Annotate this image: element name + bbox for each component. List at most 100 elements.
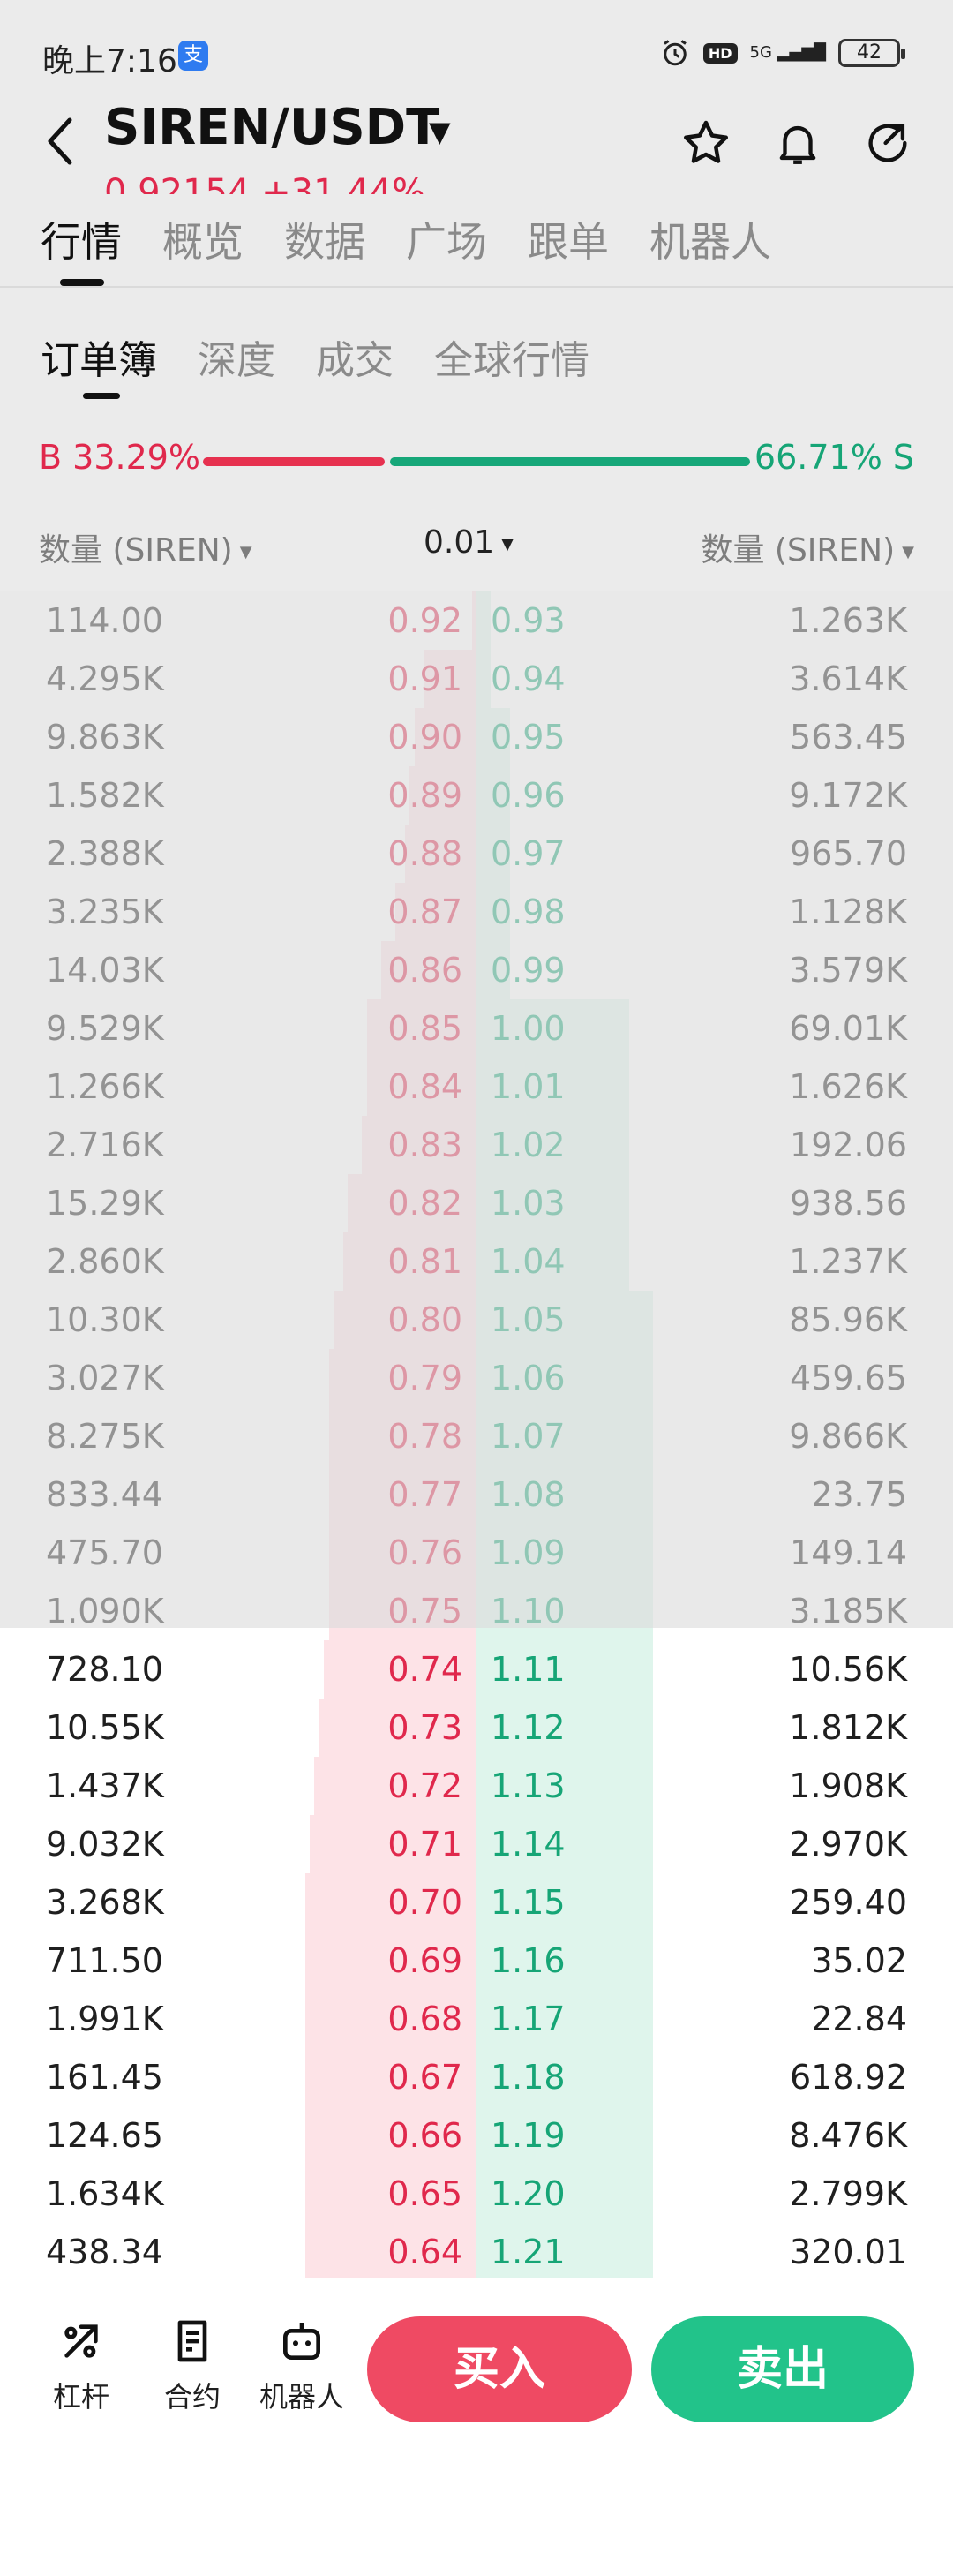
bid-depth-bar: [305, 1873, 476, 1932]
sell-button[interactable]: 卖出: [651, 2316, 914, 2422]
bid-quantity: 10.30K: [46, 1300, 164, 1339]
tab-copy-trade[interactable]: 跟单: [528, 218, 609, 266]
ask-quantity: 149.14: [790, 1533, 907, 1572]
caret-down-icon: ▼: [239, 542, 252, 561]
bid-quantity: 3.027K: [46, 1359, 164, 1397]
contract-button[interactable]: 合约: [148, 2316, 236, 2415]
order-book-row[interactable]: 9.032K 0.71 1.14 2.970K: [0, 1815, 953, 1873]
order-book-row[interactable]: 2.716K 0.83 1.02 192.06: [0, 1116, 953, 1174]
ask-price: 1.06: [491, 1359, 566, 1397]
ask-quantity: 1.908K: [789, 1766, 907, 1805]
bid-quantity: 2.388K: [46, 834, 164, 873]
bid-price: 0.64: [387, 2233, 462, 2271]
tab-data[interactable]: 数据: [284, 218, 365, 266]
header: SIREN/USDT ▼ 0.92154 +31.44%: [0, 88, 953, 194]
order-book-row[interactable]: 161.45 0.67 1.18 618.92: [0, 2048, 953, 2106]
ask-depth-bar: [476, 2048, 653, 2106]
favorite-button[interactable]: [674, 111, 738, 175]
order-book-row[interactable]: 1.090K 0.75 1.10 3.185K: [0, 1582, 953, 1640]
bid-quantity: 1.634K: [46, 2174, 164, 2213]
order-book-row[interactable]: 14.03K 0.86 0.99 3.579K: [0, 941, 953, 999]
bid-qty-header[interactable]: 数量 (SIREN) ▼: [39, 524, 252, 570]
status-bar: 晚上7:16 支 HD 5G ▂▄▆█ 42: [0, 0, 953, 88]
robot-icon: [283, 2323, 320, 2360]
order-book-row[interactable]: 833.44 0.77 1.08 23.75: [0, 1465, 953, 1524]
order-book-row[interactable]: 3.027K 0.79 1.06 459.65: [0, 1349, 953, 1407]
order-book-row[interactable]: 475.70 0.76 1.09 149.14: [0, 1524, 953, 1582]
price-change: 0.92154 +31.44%: [104, 173, 426, 194]
order-book-row[interactable]: 124.65 0.66 1.19 8.476K: [0, 2106, 953, 2165]
bid-quantity: 161.45: [46, 2058, 163, 2097]
order-book-row[interactable]: 438.34 0.64 1.21 320.01: [0, 2223, 953, 2278]
tab-square[interactable]: 广场: [406, 218, 487, 266]
caret-down-icon[interactable]: ▼: [429, 115, 451, 148]
ask-quantity: 85.96K: [789, 1300, 907, 1339]
order-book-row[interactable]: 728.10 0.74 1.11 10.56K: [0, 1640, 953, 1699]
share-icon: [868, 124, 907, 162]
order-book-row[interactable]: 8.275K 0.78 1.07 9.866K: [0, 1407, 953, 1465]
ask-price: 1.02: [491, 1126, 566, 1164]
back-button[interactable]: [35, 109, 85, 173]
bid-quantity: 3.268K: [46, 1883, 164, 1922]
order-book-row[interactable]: 9.863K 0.90 0.95 563.45: [0, 708, 953, 766]
precision-selector[interactable]: 0.01 ▼: [424, 524, 514, 561]
tab-overview[interactable]: 概览: [162, 218, 244, 266]
order-book-row[interactable]: 3.268K 0.70 1.15 259.40: [0, 1873, 953, 1932]
bid-quantity: 2.860K: [46, 1242, 164, 1281]
battery-icon: 42: [838, 39, 905, 67]
ask-quantity: 2.799K: [789, 2174, 907, 2213]
bid-price: 0.65: [387, 2174, 462, 2213]
order-book-row[interactable]: 1.634K 0.65 1.20 2.799K: [0, 2165, 953, 2223]
ask-quantity: 1.812K: [789, 1708, 907, 1747]
order-book-row[interactable]: 711.50 0.69 1.16 35.02: [0, 1932, 953, 1990]
order-book-row[interactable]: 1.991K 0.68 1.17 22.84: [0, 1990, 953, 2048]
order-book-row[interactable]: 15.29K 0.82 1.03 938.56: [0, 1174, 953, 1232]
alert-button[interactable]: [766, 111, 829, 175]
tab-trades[interactable]: 成交: [316, 338, 394, 383]
order-book-row[interactable]: 2.860K 0.81 1.04 1.237K: [0, 1232, 953, 1291]
ask-price: 0.97: [491, 834, 566, 873]
order-book-row[interactable]: 9.529K 0.85 1.00 69.01K: [0, 999, 953, 1058]
bid-quantity: 711.50: [46, 1941, 163, 1980]
bottom-bar: 杠杆 合约 机器人 买入 卖出: [0, 2278, 953, 2576]
order-book-row[interactable]: 4.295K 0.91 0.94 3.614K: [0, 650, 953, 708]
ask-price: 1.18: [491, 2058, 566, 2097]
bid-quantity: 10.55K: [46, 1708, 164, 1747]
ask-qty-header[interactable]: 数量 (SIREN) ▼: [701, 524, 914, 570]
contract-label: 合约: [163, 2380, 221, 2414]
order-book-row[interactable]: 10.30K 0.80 1.05 85.96K: [0, 1291, 953, 1349]
ask-depth-bar: [476, 1699, 653, 1757]
ask-price: 1.20: [491, 2174, 566, 2213]
bot-button[interactable]: 机器人: [258, 2316, 346, 2415]
order-book-row[interactable]: 1.437K 0.72 1.13 1.908K: [0, 1757, 953, 1815]
ask-price: 0.94: [491, 659, 566, 698]
order-book-row[interactable]: 10.55K 0.73 1.12 1.812K: [0, 1699, 953, 1757]
bid-price: 0.87: [387, 893, 462, 931]
order-book-row[interactable]: 3.235K 0.87 0.98 1.128K: [0, 883, 953, 941]
bid-quantity: 4.295K: [46, 659, 164, 698]
buy-ratio-label: B 33.29%: [39, 438, 201, 477]
tab-market[interactable]: 行情: [41, 194, 122, 286]
buy-button[interactable]: 买入: [367, 2316, 632, 2422]
bid-price: 0.89: [387, 776, 462, 815]
bid-price: 0.88: [387, 834, 462, 873]
bid-price: 0.68: [387, 2000, 462, 2038]
pair-title[interactable]: SIREN/USDT: [104, 99, 440, 156]
tab-global-market[interactable]: 全球行情: [434, 338, 589, 383]
tab-depth[interactable]: 深度: [198, 338, 275, 383]
ask-quantity: 8.476K: [789, 2116, 907, 2155]
bid-price: 0.85: [387, 1009, 462, 1048]
ask-price: 1.16: [491, 1941, 566, 1980]
order-book-row[interactable]: 114.00 0.92 0.93 1.263K: [0, 591, 953, 650]
order-book-row[interactable]: 2.388K 0.88 0.97 965.70: [0, 825, 953, 883]
tab-bot[interactable]: 机器人: [649, 218, 771, 266]
leverage-button[interactable]: 杠杆: [37, 2316, 125, 2415]
bid-price: 0.92: [387, 601, 462, 640]
ask-price: 0.95: [491, 718, 566, 757]
share-button[interactable]: [856, 111, 919, 175]
order-book-row[interactable]: 1.582K 0.89 0.96 9.172K: [0, 766, 953, 825]
order-book-row[interactable]: 1.266K 0.84 1.01 1.626K: [0, 1058, 953, 1116]
ask-quantity: 192.06: [790, 1126, 907, 1164]
tab-order-book[interactable]: 订单簿: [41, 288, 157, 406]
ask-quantity: 965.70: [790, 834, 907, 873]
